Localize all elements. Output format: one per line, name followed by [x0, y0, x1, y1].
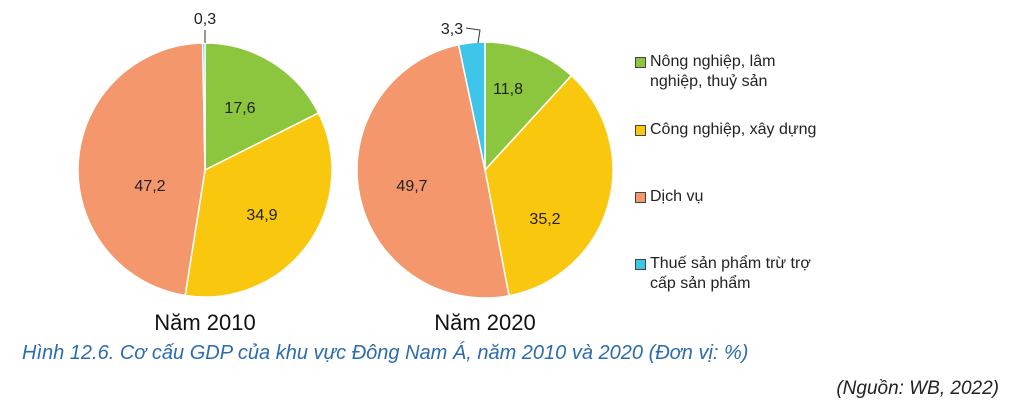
legend-swatch-tax	[635, 259, 646, 270]
figure-source: (Nguồn: WB, 2022)	[836, 378, 999, 399]
pie-slice-services	[356, 43, 510, 299]
legend-label: cấp sản phẩm	[650, 275, 751, 292]
legend-label: Thuế sản phẩm trừ trợ	[650, 255, 811, 272]
pie-slice-tax	[457, 41, 486, 171]
legend-item-tax: Thuế sản phẩm trừ trợ cấp sản phẩm	[635, 254, 811, 294]
data-label-services: 49,7	[396, 178, 427, 195]
data-label-agriculture: 17,6	[224, 100, 255, 117]
data-label-industry: 34,9	[246, 207, 277, 224]
legend-label: nghiệp, thuỷ sản	[650, 73, 768, 90]
pie-slice-agriculture	[204, 42, 320, 172]
data-label-tax: 3,3	[441, 21, 463, 38]
data-label-services: 47,2	[134, 178, 165, 195]
legend-item-services: Dịch vụ	[635, 187, 704, 207]
legend-swatch-agriculture	[635, 57, 646, 68]
leader-line	[465, 27, 481, 44]
legend-swatch-industry	[635, 125, 646, 136]
pie-slice-services	[77, 42, 206, 297]
legend-swatch-services	[635, 192, 646, 203]
legend-item-agriculture: Nông nghiệp, lâm nghiệp, thuỷ sản	[635, 52, 776, 92]
pie-slice-industry	[484, 74, 614, 297]
legend-label: Nông nghiệp, lâm	[650, 53, 776, 70]
pie-title: Năm 2010	[154, 310, 256, 335]
pie-title: Năm 2020	[434, 310, 536, 335]
legend-label: Công nghiệp, xây dựng	[650, 121, 817, 138]
pie-slice-industry	[184, 112, 333, 298]
data-label-tax: 0,3	[194, 11, 216, 28]
legend-item-industry: Công nghiệp, xây dựng	[635, 120, 817, 140]
figure-caption: Hình 12.6. Cơ cấu GDP của khu vực Đông N…	[22, 342, 749, 364]
data-label-industry: 35,2	[529, 211, 560, 228]
legend-label: Dịch vụ	[650, 188, 704, 205]
data-label-agriculture: 11,8	[493, 81, 523, 98]
pie-slice-agriculture	[484, 41, 573, 172]
